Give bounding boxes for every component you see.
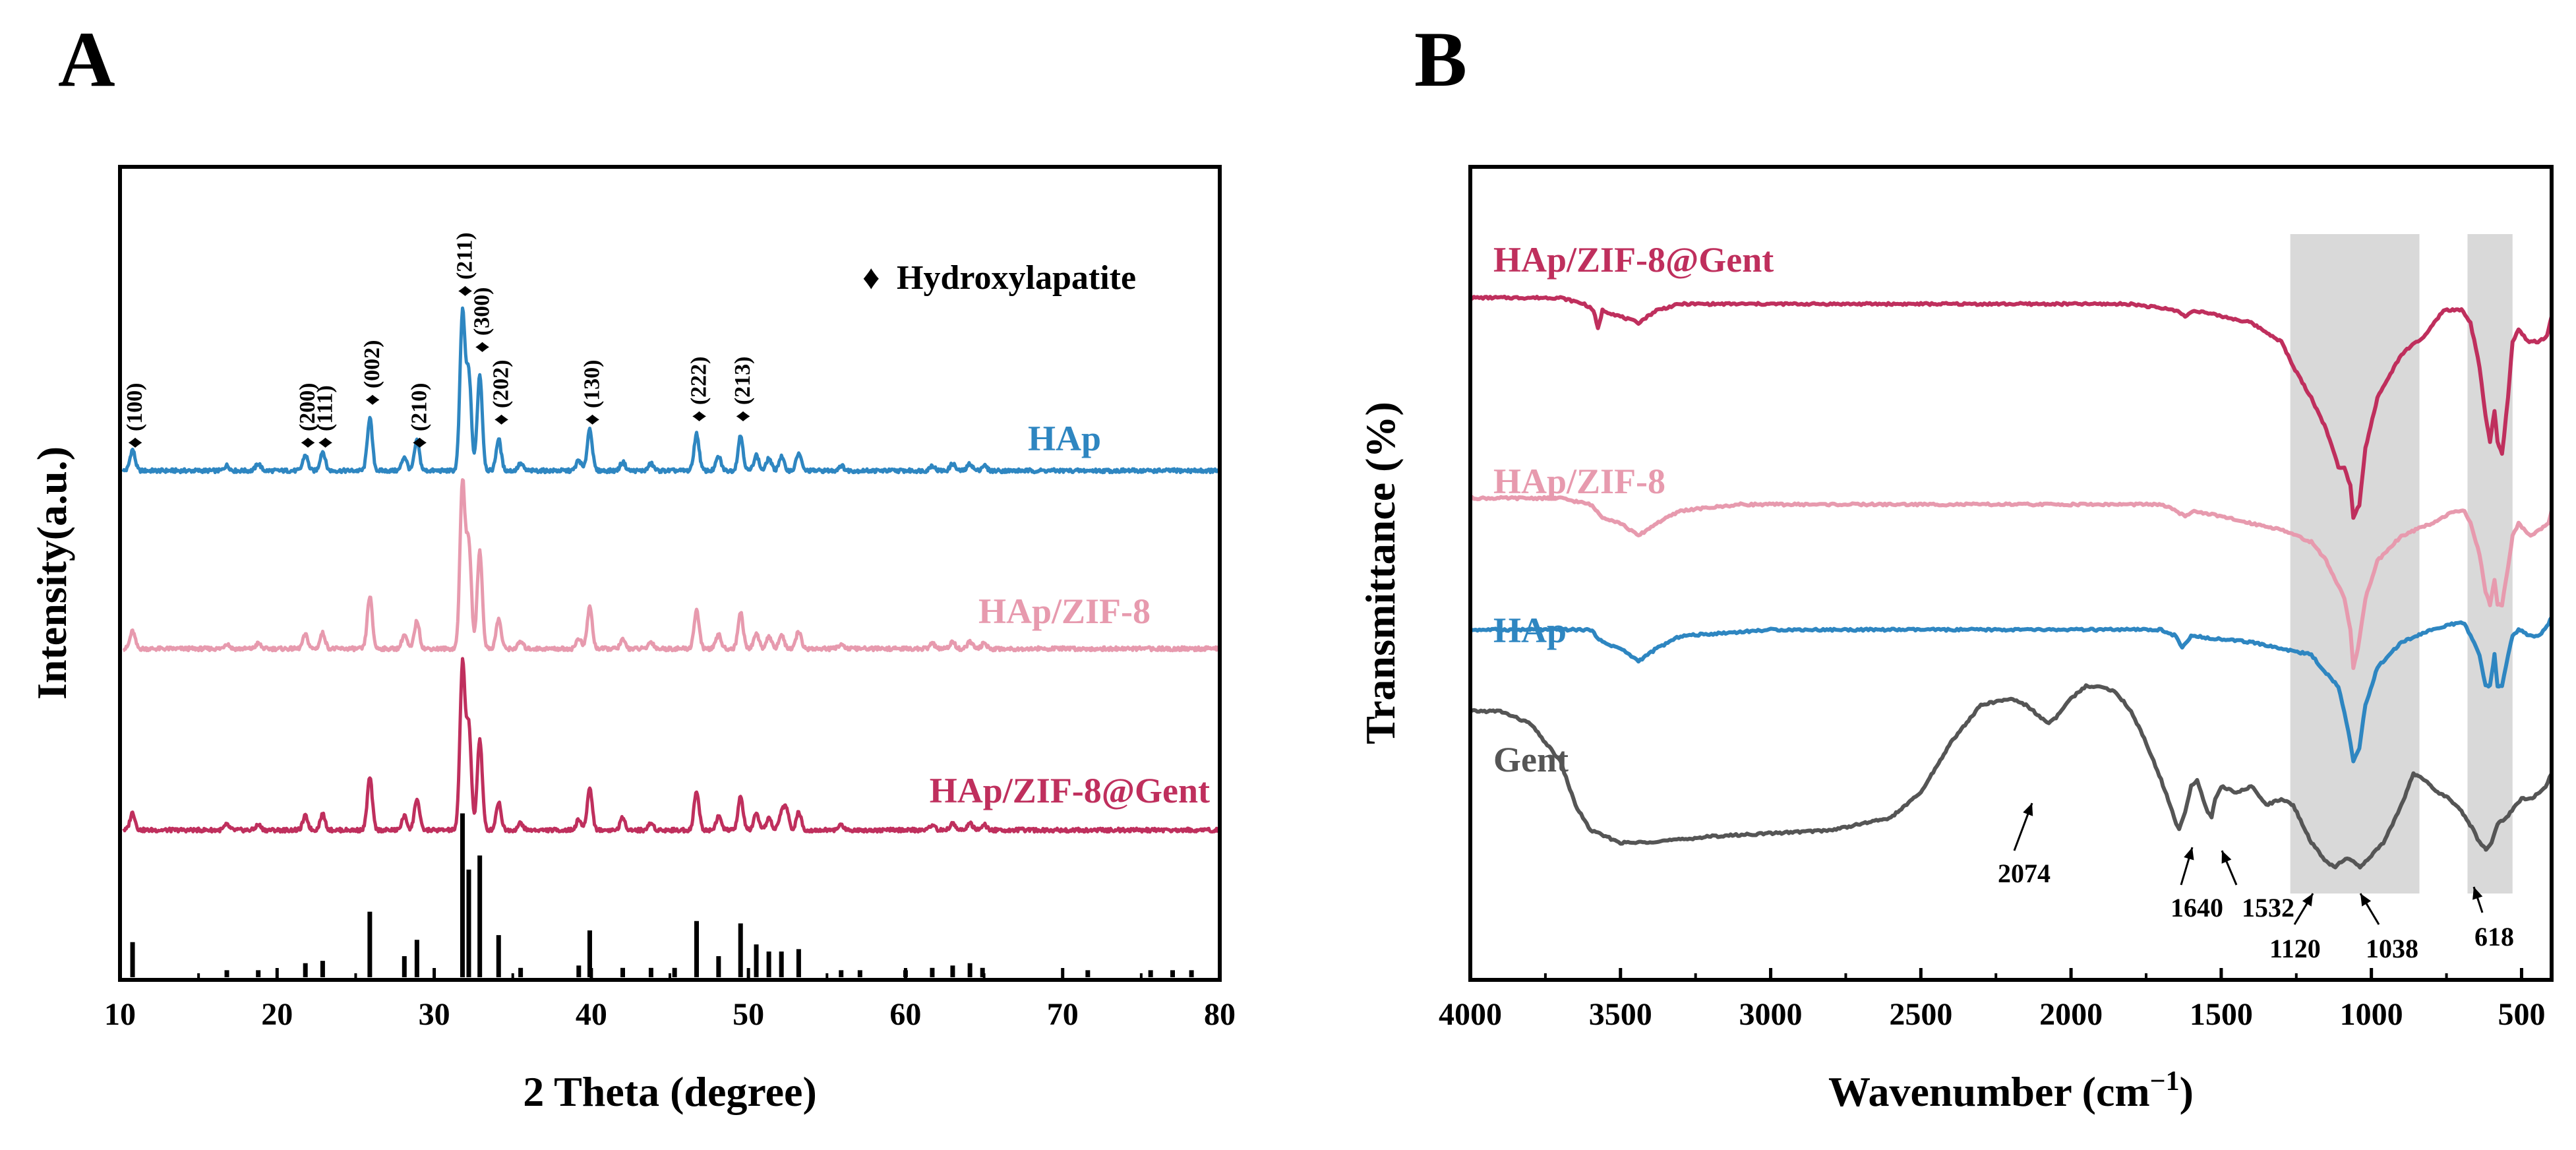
annotation-arrow-head [2023, 803, 2033, 816]
panel-b-frame [1468, 165, 2554, 982]
hkl-label: ♦ (100) [123, 383, 147, 449]
panel-b-tick-label: 2000 [2039, 997, 2103, 1032]
panel-a-tick-label: 80 [1204, 997, 1236, 1032]
annotation-label: 1640 [2171, 893, 2223, 923]
panel-a-tick-label: 40 [576, 997, 607, 1032]
panel-a-ylabel: Intensity(a.u.) [28, 446, 75, 700]
panel-a-x-ticks: 10 20 30 40 50 60 70 80 [104, 968, 1236, 1032]
hkl-label: ♦ (111) [313, 385, 337, 448]
panel-a-tick-label: 50 [733, 997, 764, 1032]
hkl-label: ♦ (213) [731, 357, 755, 423]
panel-a-legend-label: Hydroxylapatite [897, 259, 1136, 297]
xrd-series-line [122, 657, 1222, 834]
panel-b-tick-label: 3000 [1739, 997, 1803, 1032]
panel-a-tick-label: 60 [889, 997, 921, 1032]
panel-a-series-label-hapzifgent: HAp/ZIF-8@Gent [930, 771, 1210, 810]
hkl-label: ♦ (130) [580, 360, 605, 426]
annotation-label: 2074 [1998, 859, 2051, 888]
ftir-series-line [1469, 616, 2554, 764]
panel-a-series-label-hap: HAp [1028, 419, 1101, 458]
annotation-arrow-head [2360, 893, 2372, 907]
hkl-label: ♦ (200) [295, 383, 320, 449]
panel-a-tick-label: 20 [261, 997, 293, 1032]
panel-a-tick-label: 30 [419, 997, 450, 1032]
panel-a-tick-label: 70 [1047, 997, 1079, 1032]
hkl-label: ♦ (211) [453, 232, 477, 297]
panel-b-ylabel: Transmittance (%) [1357, 402, 1404, 744]
panel-b-tick-label: 2500 [1889, 997, 1952, 1032]
annotation-label: 1038 [2366, 934, 2418, 963]
panel-b-tick-label: 500 [2498, 997, 2545, 1032]
panel-b-series-label-hap: HAp [1493, 611, 1567, 650]
panel-b-tick-label: 1500 [2190, 997, 2253, 1032]
panel-b-letter: B [1414, 15, 1467, 103]
annotation-label: 1120 [2269, 934, 2321, 963]
panel-b-annotations: 2074 1640 1532 1120 1038 618 [1998, 802, 2514, 963]
panel-a-xlabel: 2 Theta (degree) [523, 1068, 817, 1115]
xrd-series-line [121, 306, 1221, 475]
panel-b-series-label-hapzif: HAp/ZIF-8 [1493, 462, 1665, 501]
panel-a-tick-label: 10 [104, 997, 136, 1032]
xrd-series-line [122, 478, 1221, 653]
ftir-series-line [1470, 294, 2554, 520]
panel-b-series-label-gent: Gent [1493, 740, 1569, 779]
hkl-label: ♦ (002) [360, 340, 384, 406]
panel-a-legend-marker: ♦ [862, 259, 880, 297]
hkl-label: ♦ (210) [407, 383, 431, 449]
panel-b-xlabel: Wavenumber (cm−1) [1828, 1066, 2194, 1115]
panel-b-tick-label: 4000 [1439, 997, 1502, 1032]
annotation-label: 1532 [2242, 893, 2294, 923]
ftir-series-line [1469, 495, 2554, 671]
panel-b-tick-label: 3500 [1589, 997, 1652, 1032]
panel-b-series-label-hapzifgent: HAp/ZIF-8@Gent [1493, 240, 1774, 280]
annotation-arrow-head [2472, 887, 2483, 900]
annotation-arrow-head [2184, 847, 2194, 861]
panel-b-plot-area [1469, 294, 2554, 870]
hkl-label: ♦ (202) [489, 360, 513, 426]
panel-a-letter: A [58, 15, 115, 103]
panel-b-x-ticks: 4000 3500 3000 2500 2000 1500 1000 500 [1439, 968, 2545, 1032]
hkl-label: ♦ (300) [470, 288, 494, 353]
ftir-series-line [1470, 683, 2554, 870]
panel-a-plot-area: ♦ (100) ♦ (200)♦ (111) ♦ (002) ♦ (210) ♦ (21… [121, 232, 1222, 977]
panel-b-shaded-bands [2290, 234, 2513, 893]
annotation-arrow-head [2302, 893, 2313, 907]
panel-a-series-label-hapzif: HAp/ZIF-8 [978, 591, 1151, 631]
panel-b-tick-label: 1000 [2340, 997, 2403, 1032]
hkl-label: ♦ (222) [687, 357, 711, 423]
annotation-arrow-head [2221, 851, 2232, 864]
shaded-band [2290, 234, 2420, 893]
annotation-label: 618 [2474, 922, 2514, 952]
